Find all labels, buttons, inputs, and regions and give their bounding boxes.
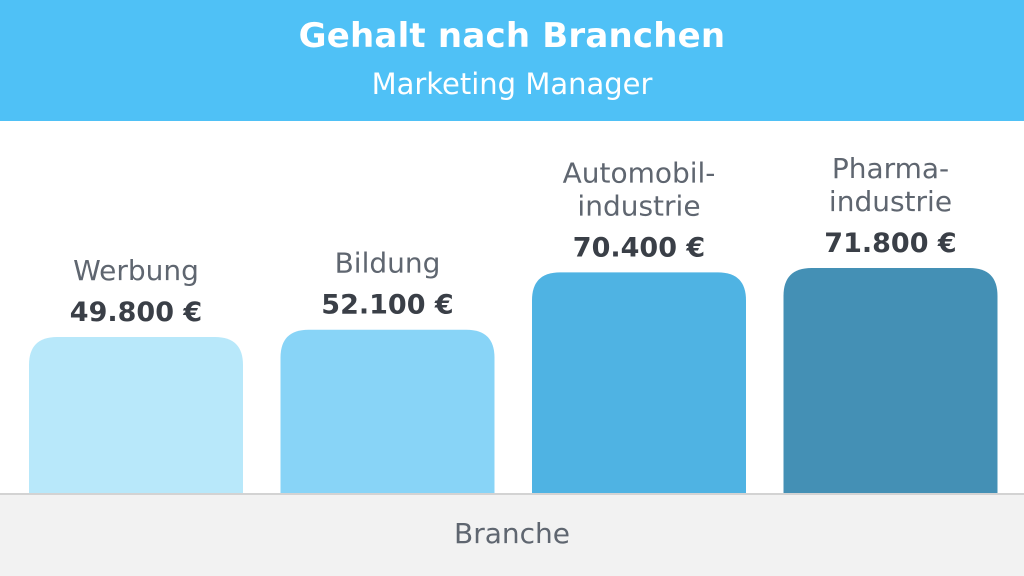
category-label-0: Werbung (73, 254, 199, 287)
category-label-3-line-1: industrie (829, 185, 952, 218)
bar-1 (280, 329, 495, 493)
chart-subtitle: Marketing Manager (371, 67, 653, 101)
bar-2 (532, 272, 746, 493)
chart-title: Gehalt nach Branchen (298, 16, 726, 56)
value-label-1: 52.100 € (321, 290, 453, 321)
category-label-3-line-0: Pharma- (832, 152, 949, 185)
x-axis-area: Branche (0, 493, 1024, 576)
bar-3 (783, 268, 998, 493)
bar-chart: 49.800 € Werbung 52.100 € Bildung 70.400 € Au… (0, 121, 1024, 493)
bar-0 (29, 336, 243, 493)
category-label-2-line-1: industrie (577, 189, 700, 222)
bar-chart-canvas: 49.800 € Werbung 52.100 € Bildung 70.400 € Au… (29, 152, 998, 493)
category-label-1: Bildung (335, 247, 441, 280)
x-axis-label: Branche (454, 517, 570, 550)
category-label-2-line-0: Automobil- (563, 156, 716, 189)
value-label-0: 49.800 € (70, 297, 202, 328)
chart-header: Gehalt nach Branchen Marketing Manager (0, 0, 1024, 121)
value-label-2: 70.400 € (573, 232, 705, 263)
value-label-3: 71.800 € (824, 228, 956, 259)
